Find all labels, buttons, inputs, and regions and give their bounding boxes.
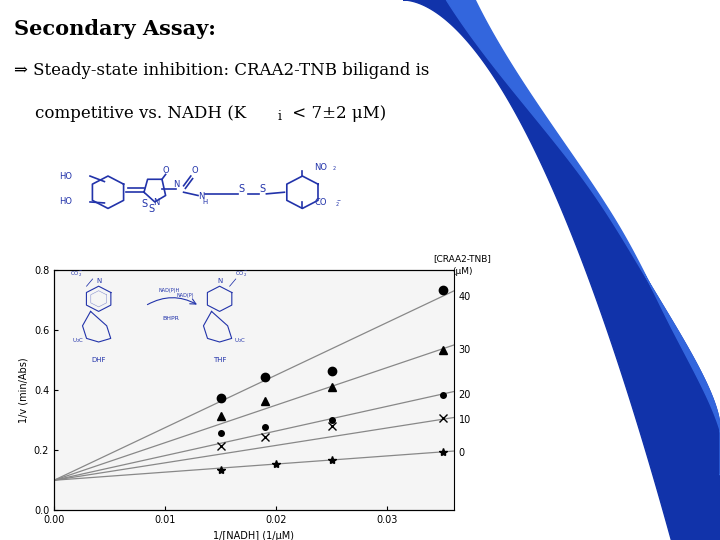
Y-axis label: 1/v (min/Abs): 1/v (min/Abs) — [18, 357, 28, 423]
Text: $_2^-$: $_2^-$ — [335, 198, 342, 209]
Text: H: H — [202, 199, 208, 205]
Text: S: S — [148, 204, 154, 214]
Text: NAD(P): NAD(P) — [176, 293, 194, 298]
Text: $\mathregular{U_2C}$: $\mathregular{U_2C}$ — [234, 336, 246, 345]
Text: NO: NO — [314, 163, 327, 172]
Text: < 7±2 μM): < 7±2 μM) — [287, 105, 386, 122]
Text: N: N — [199, 192, 204, 201]
Text: DHF: DHF — [91, 357, 106, 363]
Text: BHPR: BHPR — [163, 316, 180, 321]
Text: O: O — [191, 166, 198, 175]
Text: (μM): (μM) — [452, 267, 472, 276]
Text: [CRAA2-TNB]: [CRAA2-TNB] — [433, 254, 491, 264]
Text: N: N — [96, 278, 102, 284]
Text: $\mathregular{CO_2^-}$: $\mathregular{CO_2^-}$ — [70, 269, 84, 279]
Text: S: S — [238, 184, 244, 194]
Text: N: N — [174, 180, 179, 190]
Text: $\mathregular{U_2C}$: $\mathregular{U_2C}$ — [73, 336, 84, 345]
Text: Secondary Assay:: Secondary Assay: — [14, 19, 216, 39]
Text: N: N — [217, 278, 222, 284]
Text: N: N — [153, 198, 160, 207]
Text: ⇒ Steady-state inhibition: CRAA2-TNB biligand is: ⇒ Steady-state inhibition: CRAA2-TNB bil… — [14, 62, 430, 79]
X-axis label: 1/[NADH] (1/μM): 1/[NADH] (1/μM) — [213, 531, 294, 540]
Text: NAD(P)H: NAD(P)H — [158, 288, 180, 293]
Text: S: S — [260, 184, 266, 194]
Text: CO: CO — [314, 198, 327, 207]
Text: O: O — [162, 166, 169, 175]
Text: $\mathregular{CO_2^-}$: $\mathregular{CO_2^-}$ — [235, 269, 248, 279]
Polygon shape — [446, 0, 720, 475]
Text: HO: HO — [59, 198, 72, 206]
Text: i: i — [277, 110, 282, 123]
Text: THF: THF — [213, 357, 226, 363]
Text: HO: HO — [59, 172, 72, 180]
Text: competitive vs. NADH (K: competitive vs. NADH (K — [14, 105, 247, 122]
Text: $_2$: $_2$ — [333, 165, 337, 173]
Polygon shape — [403, 0, 720, 540]
Text: S: S — [141, 199, 147, 209]
